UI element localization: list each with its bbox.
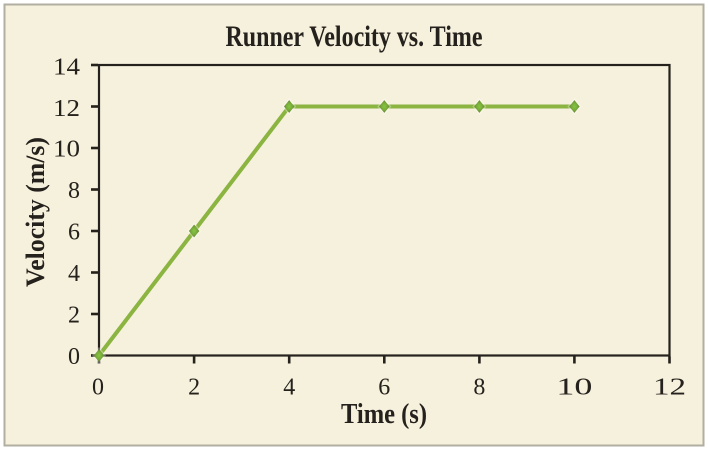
svg-text:4: 4	[283, 375, 295, 401]
svg-text:14: 14	[53, 55, 80, 81]
svg-text:8: 8	[68, 178, 80, 204]
svg-text:8: 8	[473, 375, 485, 401]
svg-text:6: 6	[68, 220, 80, 246]
svg-text:0: 0	[68, 344, 80, 370]
svg-text:Time (s): Time (s)	[341, 399, 427, 430]
svg-text:2: 2	[188, 375, 200, 401]
svg-text:Runner Velocity vs. Time: Runner Velocity vs. Time	[226, 20, 483, 53]
svg-text:10: 10	[53, 137, 80, 163]
svg-text:Velocity (m/s): Velocity (m/s)	[21, 137, 50, 287]
svg-text:4: 4	[68, 261, 80, 287]
svg-text:2: 2	[68, 303, 80, 329]
svg-text:10: 10	[556, 375, 592, 401]
svg-text:12: 12	[53, 96, 80, 122]
svg-text:0: 0	[92, 375, 104, 401]
svg-text:12: 12	[653, 375, 686, 401]
svg-text:6: 6	[378, 375, 390, 401]
